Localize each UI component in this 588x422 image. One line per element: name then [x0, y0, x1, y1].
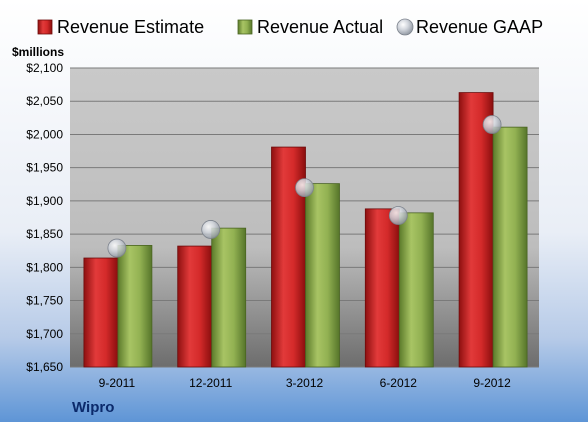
marker-revenue-gaap: [482, 115, 502, 134]
y-tick-label: $1,950: [26, 161, 63, 175]
x-tick-label: 12-2011: [189, 376, 232, 390]
y-tick-label: $2,050: [26, 94, 63, 108]
y-tick-label: $2,100: [26, 61, 63, 75]
y-tick-label: $1,800: [26, 260, 63, 274]
y-tick-label: $1,750: [26, 294, 63, 308]
gaap-markers: [107, 115, 502, 258]
legend-swatch: [37, 19, 53, 35]
marker-revenue-gaap: [295, 178, 314, 198]
bar-revenue-estimate: [177, 245, 213, 368]
bars: [83, 92, 528, 368]
y-tick-label: $1,850: [26, 227, 63, 241]
y-axis-label: $millions: [12, 45, 64, 59]
legend-item: Revenue Actual: [237, 17, 383, 37]
y-tick-label: $1,700: [26, 327, 63, 341]
bar-revenue-actual: [211, 227, 247, 368]
y-tick-label: $2,000: [26, 127, 63, 141]
x-axis-ticks: 9-2011 12-2011 3-2012 6-2012 9-2012: [99, 376, 511, 390]
bar-revenue-actual: [492, 126, 528, 368]
bar-revenue-actual: [305, 183, 340, 368]
legend-swatch: [396, 18, 414, 36]
y-tick-label: $1,650: [26, 360, 63, 374]
bar-revenue-estimate: [364, 208, 400, 368]
marker-revenue-gaap: [201, 220, 221, 239]
legend: Revenue Estimate Revenue Actual Revenue GA…: [37, 17, 543, 37]
legend-label: Revenue GAAP: [416, 17, 543, 37]
legend-label: Revenue Actual: [257, 17, 383, 37]
x-tick-label: 6-2012: [380, 376, 418, 390]
bar-revenue-actual: [398, 212, 434, 368]
x-tick-label: 9-2011: [99, 376, 136, 390]
company-label: Wipro: [72, 399, 114, 416]
legend-swatch: [237, 19, 253, 35]
bar-revenue-estimate: [83, 257, 119, 368]
bar-revenue-estimate: [458, 92, 494, 368]
legend-item: Revenue GAAP: [396, 17, 543, 37]
bar-revenue-actual: [117, 245, 153, 368]
marker-revenue-gaap: [388, 206, 408, 225]
legend-item: Revenue Estimate: [37, 17, 204, 37]
marker-revenue-gaap: [107, 238, 127, 258]
x-tick-label: 9-2012: [473, 376, 511, 390]
y-axis-ticks: $1,650 $1,700 $1,750 $1,800 $1,850 $1,900 $1,9…: [26, 61, 63, 374]
y-tick-label: $1,900: [26, 194, 63, 208]
x-tick-label: 3-2012: [286, 376, 324, 390]
legend-label: Revenue Estimate: [57, 17, 204, 37]
